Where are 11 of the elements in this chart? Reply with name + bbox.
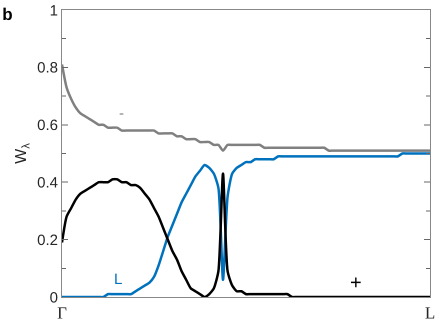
series-label: -	[119, 105, 124, 122]
y-tick-label: 0.2	[37, 232, 58, 249]
y-tick-label: 0.6	[37, 117, 58, 134]
y-tick-label: 1	[50, 2, 58, 20]
series-label: L	[114, 271, 122, 288]
y-tick-label: 0.8	[37, 60, 58, 77]
chart-title: b	[2, 5, 13, 24]
series-label: +	[350, 272, 362, 294]
y-tick-label: 0.4	[37, 174, 58, 192]
x-tick-label: Γ	[57, 303, 68, 322]
y-tick-label: 0	[50, 289, 58, 306]
